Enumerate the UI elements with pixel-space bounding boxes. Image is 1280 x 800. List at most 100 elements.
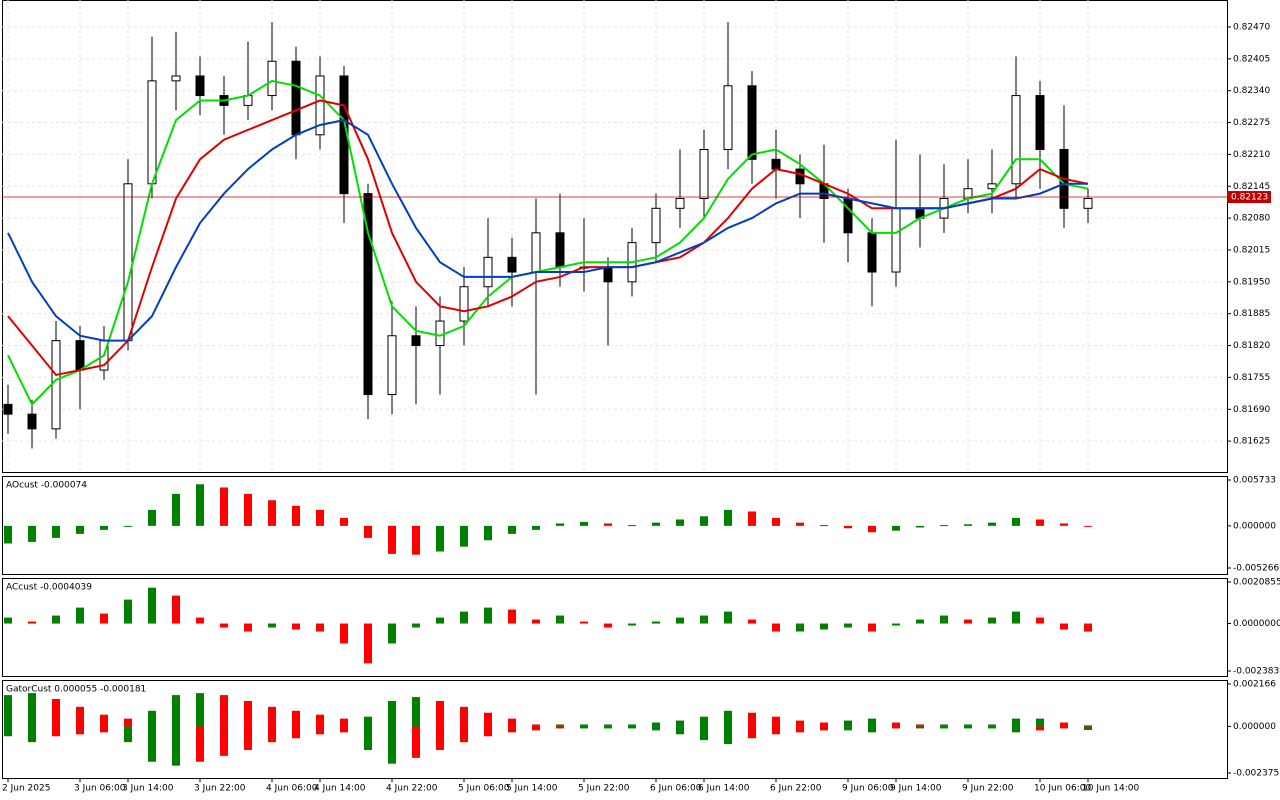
histogram-bar (844, 726, 852, 731)
histogram-bar (580, 621, 588, 624)
histogram-bar (724, 726, 732, 745)
histogram-bar (772, 726, 780, 735)
histogram-bar (460, 726, 468, 743)
histogram-bar (1084, 726, 1092, 730)
histogram-bar (820, 525, 828, 527)
histogram-bar (292, 726, 300, 739)
histogram-bar (700, 615, 708, 624)
x-tick-label: 6 Jun 14:00 (698, 784, 750, 794)
histogram-bar (772, 623, 780, 632)
histogram-bar (1084, 725, 1092, 727)
candle-body (723, 85, 733, 150)
histogram-bar (148, 509, 156, 526)
histogram-bar (940, 525, 948, 527)
candle-body (843, 198, 853, 234)
candle-body (267, 60, 277, 97)
histogram-bar (388, 700, 396, 727)
histogram-bar (916, 724, 924, 727)
histogram-bar (28, 726, 36, 743)
histogram-bar (28, 525, 36, 542)
histogram-bar (52, 726, 60, 737)
histogram-bar (148, 726, 156, 762)
histogram-bar (292, 710, 300, 727)
histogram-bar (76, 726, 84, 735)
histogram-bar (1012, 718, 1020, 727)
histogram-bar (940, 724, 948, 727)
histogram-bar (868, 718, 876, 727)
y-tick-label: 0.81885 (1233, 309, 1270, 319)
histogram-bar (652, 522, 660, 526)
y-tick-label: 0.82080 (1233, 214, 1270, 224)
histogram-bar (484, 726, 492, 737)
histogram-bar (508, 609, 516, 624)
y-tick-label: -0.002375 (1233, 769, 1279, 779)
histogram-bar (724, 611, 732, 624)
histogram-bar (988, 522, 996, 526)
x-tick-label: 5 Jun 22:00 (578, 784, 630, 794)
histogram-bar (580, 724, 588, 727)
x-tick-label: 4 Jun 22:00 (386, 784, 438, 794)
histogram-bar (388, 623, 396, 644)
histogram-bar (748, 726, 756, 739)
histogram-bar (292, 505, 300, 526)
histogram-bar (364, 726, 372, 750)
y-tick-label: 0.000000 (1233, 722, 1276, 732)
x-tick-label: 5 Jun 06:00 (458, 784, 510, 794)
histogram-bar (628, 525, 636, 527)
panel-frame (2, 680, 1228, 779)
candle-body (27, 413, 37, 430)
histogram-bar (604, 623, 612, 628)
indicator-title: GatorCust 0.000055 -0.000181 (6, 685, 146, 695)
histogram-bar (604, 724, 612, 727)
histogram-bar (868, 726, 876, 733)
candle-body (459, 286, 469, 322)
panel-frame (2, 578, 1228, 677)
histogram-bar (1060, 623, 1068, 630)
histogram-bar (988, 726, 996, 729)
histogram-bar (628, 623, 636, 626)
histogram-bar (484, 607, 492, 624)
x-tick-label: 10 Jun 14:00 (1082, 784, 1139, 794)
histogram-bar (796, 522, 804, 526)
histogram-bar (1036, 519, 1044, 526)
histogram-bar (460, 611, 468, 624)
histogram-bar (532, 724, 540, 727)
histogram-bar (364, 525, 372, 538)
histogram-bar (964, 726, 972, 729)
histogram-bar (76, 706, 84, 727)
x-tick-label: 9 Jun 22:00 (962, 784, 1014, 794)
histogram-bar (964, 724, 972, 727)
histogram-bar (676, 519, 684, 526)
histogram-bar (868, 525, 876, 533)
histogram-bar (148, 587, 156, 624)
histogram-bar (196, 726, 204, 762)
histogram-bar (892, 726, 900, 729)
histogram-bar (604, 726, 612, 729)
candle-body (435, 320, 445, 347)
histogram-bar (700, 716, 708, 727)
histogram-bar (460, 525, 468, 547)
candle-body (291, 60, 301, 136)
histogram-bar (388, 726, 396, 764)
histogram-bar (340, 726, 348, 733)
y-tick-label: 0.0020855 (1233, 577, 1280, 587)
histogram-bar (700, 516, 708, 526)
histogram-bar (76, 607, 84, 624)
histogram-bar (940, 615, 948, 624)
histogram-bar (1012, 611, 1020, 624)
histogram-bar (292, 623, 300, 630)
histogram-bar (748, 511, 756, 526)
histogram-bar (556, 523, 564, 526)
histogram-bar (220, 487, 228, 526)
histogram-bar (796, 720, 804, 727)
histogram-bar (28, 693, 36, 727)
x-tick-label: 4 Jun 06:00 (266, 784, 318, 794)
y-tick-label: 0.81690 (1233, 405, 1270, 415)
histogram-bar (844, 525, 852, 529)
histogram-bar (508, 718, 516, 727)
histogram-bar (916, 726, 924, 729)
histogram-bar (124, 599, 132, 624)
histogram-bar (916, 619, 924, 624)
x-tick-label: 3 Jun 22:00 (194, 784, 246, 794)
